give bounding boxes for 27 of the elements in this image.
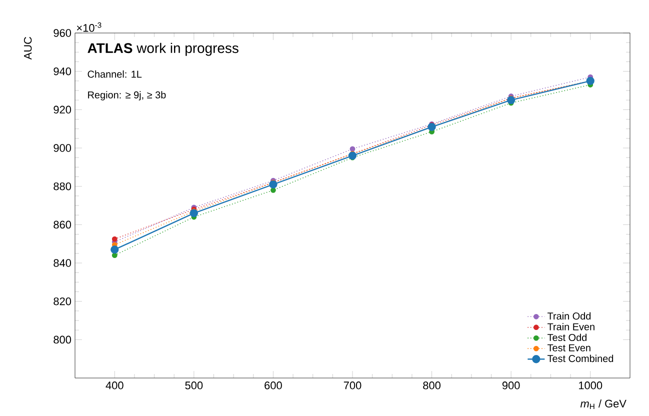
legend-label: Train Even: [547, 323, 594, 330]
annotation: ATLAS work in progress: [88, 42, 238, 56]
y-tick-label: 900: [54, 144, 72, 152]
annotation: Channel: 1L: [88, 70, 142, 78]
x-tick-label: 600: [264, 382, 282, 390]
legend-label: Test Odd: [547, 334, 586, 342]
y-tick-label: 880: [54, 182, 72, 190]
legend-label: Test Combined: [547, 354, 614, 362]
y-tick-label: 860: [54, 220, 72, 229]
y-tick-label: 820: [54, 297, 72, 306]
x-tick-label: 800: [423, 382, 440, 390]
y-tick-label: 940: [54, 67, 72, 76]
x-tick-label: 900: [502, 382, 520, 390]
legend-label: Test Even: [547, 344, 590, 352]
x-tick-label: 400: [106, 382, 124, 390]
y-axis-title: AUC: [24, 36, 32, 60]
text: ×10$^{-3}$: [76, 22, 102, 32]
x-tick-label: 1000: [578, 382, 602, 390]
y-tick-label: 920: [54, 106, 72, 114]
annotation: Region: ≥ 9j, ≥ 3b: [88, 91, 166, 100]
legend-label: Train Odd: [547, 312, 591, 320]
x-axis-title: m$_{H}$ / GeV: [580, 399, 626, 410]
y-tick-label: 840: [54, 259, 72, 267]
x-tick-label: 700: [344, 382, 362, 390]
y-tick-label: 960: [54, 29, 72, 37]
y-tick-label: 800: [54, 336, 72, 344]
x-tick-label: 500: [185, 382, 203, 390]
